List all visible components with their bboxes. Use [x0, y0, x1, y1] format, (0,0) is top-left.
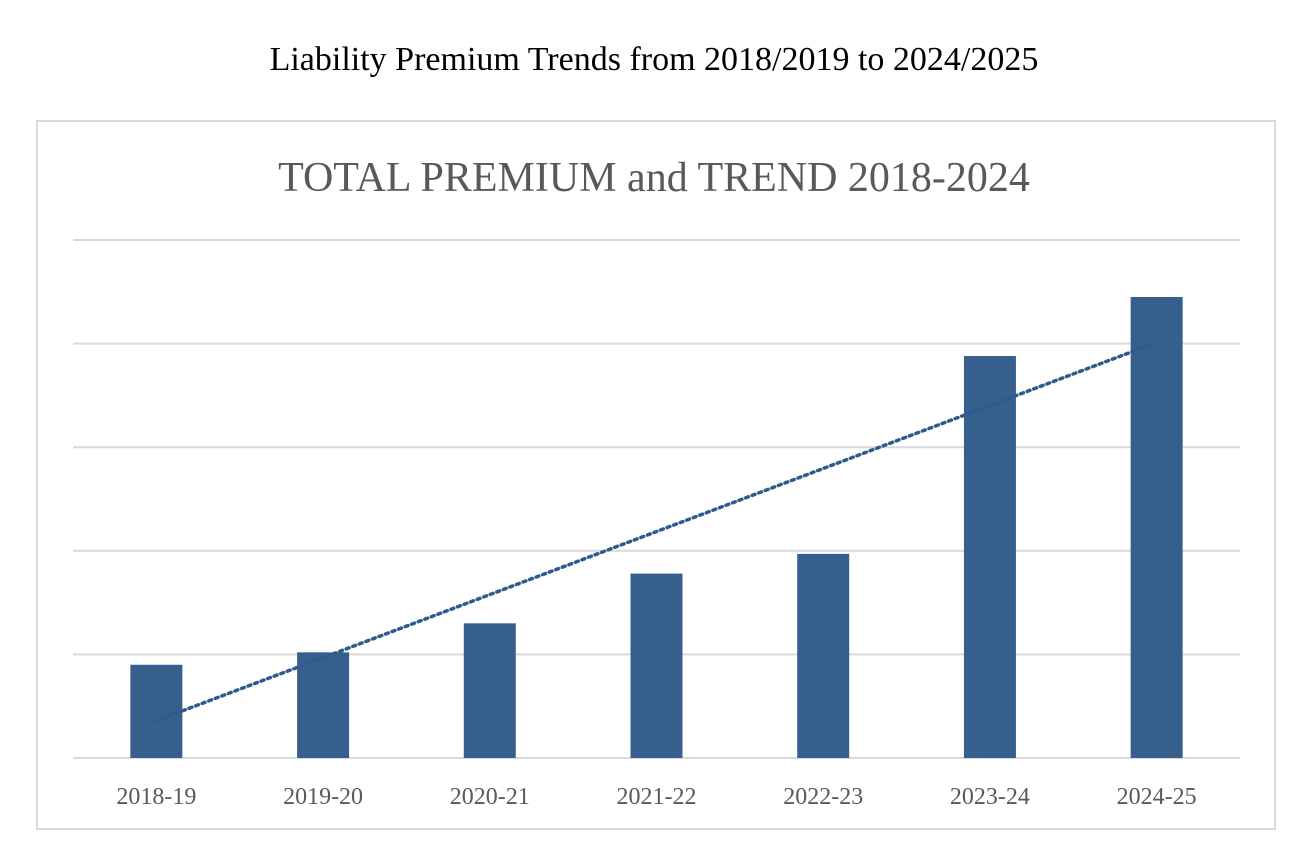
trend-layer	[154, 340, 1159, 723]
x-tick-label-2020-21: 2020-21	[450, 784, 530, 810]
bar-layer	[130, 296, 1183, 758]
bar-2020-21	[463, 623, 516, 758]
bar-2019-20	[297, 652, 350, 758]
bar-2018-19	[130, 664, 183, 758]
x-tick-label-2019-20: 2019-20	[283, 784, 363, 810]
x-tick-label-2018-19: 2018-19	[116, 784, 196, 810]
bar-2024-25	[1130, 296, 1183, 758]
x-axis-labels: 2018-19 2019-20 2020-21 2021-22 2022-23 2023-…	[116, 784, 1196, 810]
chart-title: TOTAL PREMIUM and TREND 2018-2024	[278, 155, 1030, 201]
x-tick-label-2021-22: 2021-22	[617, 784, 697, 810]
trendline	[154, 340, 1159, 723]
x-tick-label-2023-24: 2023-24	[950, 784, 1030, 810]
bar-2023-24	[963, 356, 1016, 758]
x-tick-label-2022-23: 2022-23	[783, 784, 863, 810]
bar-2022-23	[797, 553, 850, 758]
x-tick-label-2024-25: 2024-25	[1117, 784, 1197, 810]
bar-2021-22	[630, 573, 683, 758]
figure-caption: Liability Premium Trends from 2018/2019 …	[269, 41, 1039, 78]
